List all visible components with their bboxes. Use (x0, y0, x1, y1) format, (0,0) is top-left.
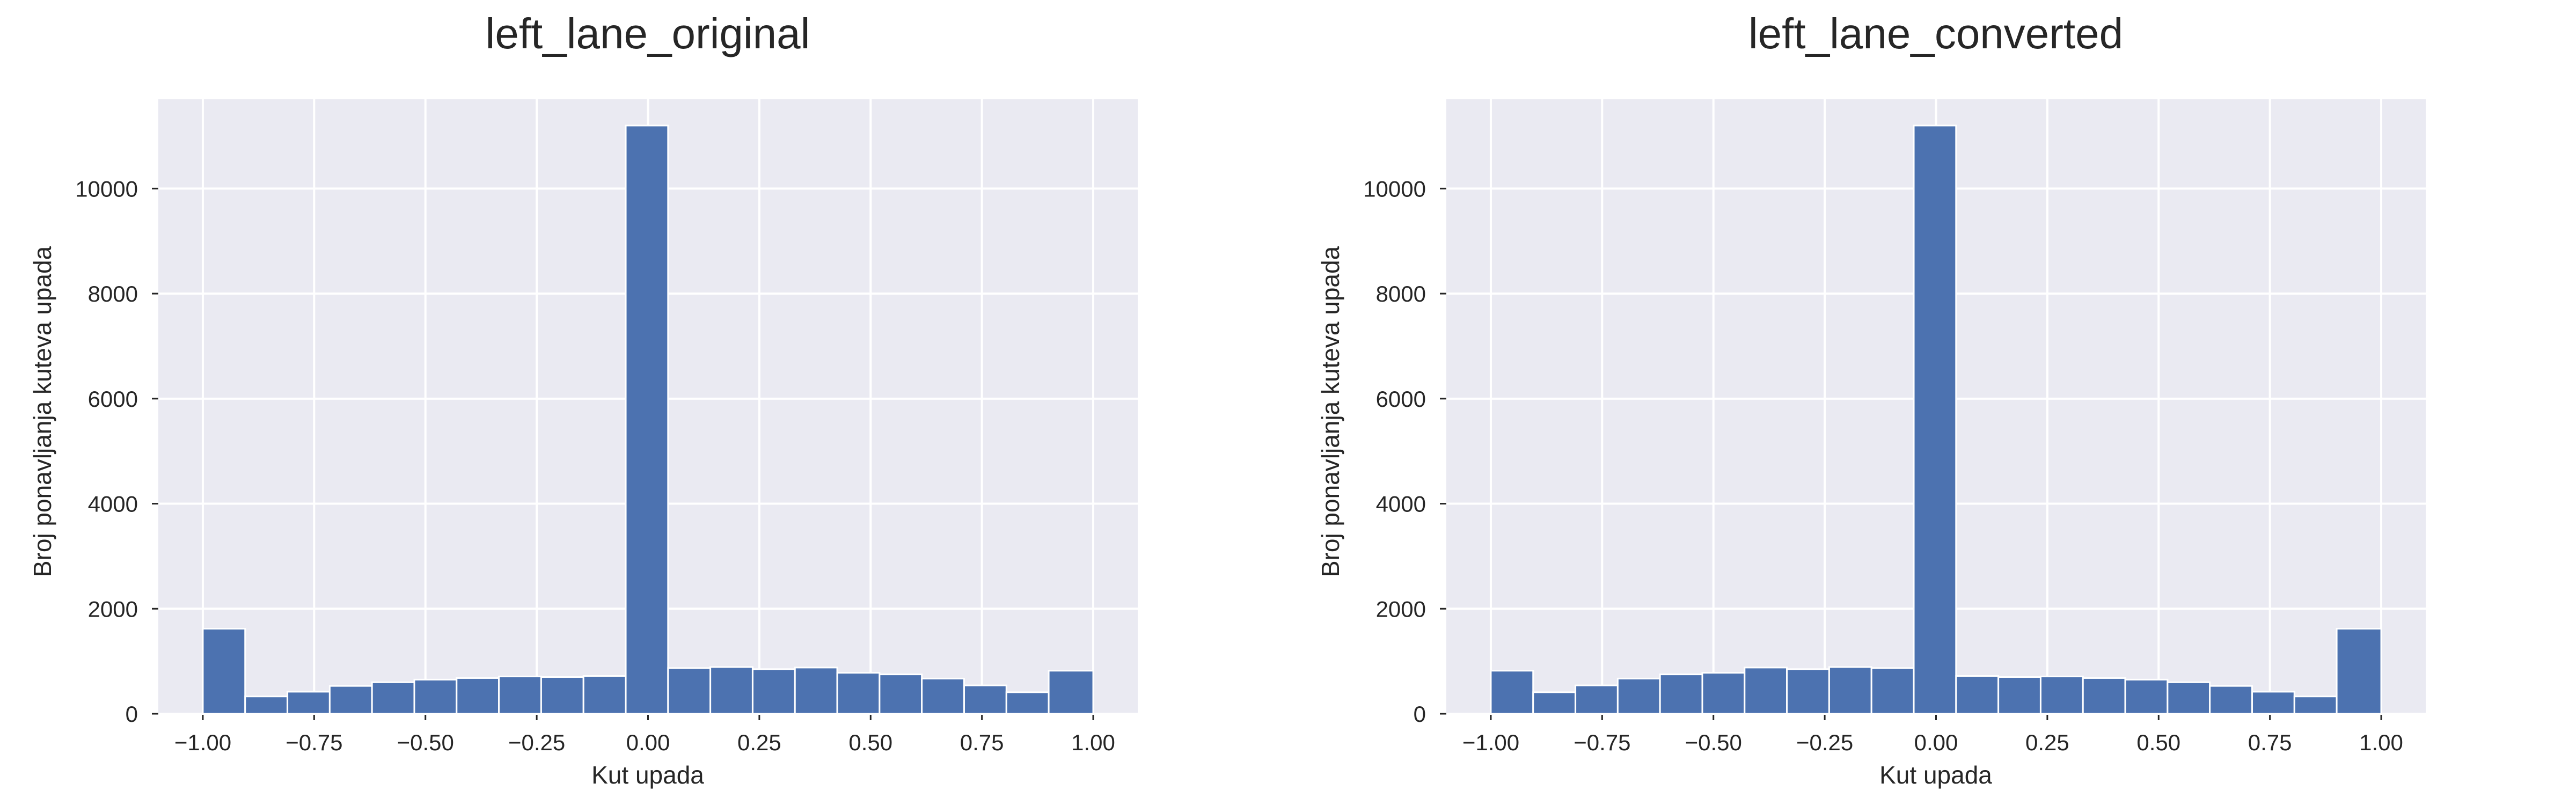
y-tick-label: 4000 (88, 492, 138, 517)
x-tick-label: 0.50 (848, 730, 892, 755)
chart-title: left_lane_original (486, 10, 810, 57)
histogram-bar (921, 677, 965, 715)
histogram-bar (1048, 670, 1094, 715)
x-tick-label: 0.00 (626, 730, 670, 755)
x-axis-label: Kut upada (591, 761, 704, 789)
histogram-bar (1744, 667, 1788, 715)
histogram-bar (794, 667, 838, 715)
chart-converted: left_lane_converted Kut upada Broj ponav… (1316, 10, 2426, 789)
y-tick-label: 6000 (88, 386, 138, 412)
x-tick-label: −0.75 (1574, 730, 1630, 755)
histogram-bar (1828, 666, 1872, 715)
x-tick-label: 0.75 (2248, 730, 2292, 755)
histogram-bar (1532, 691, 1577, 715)
y-tick-label: 2000 (88, 596, 138, 621)
x-tick-label: 0.25 (737, 730, 781, 755)
histogram-bar (836, 672, 881, 715)
histogram-bar (2251, 691, 2295, 715)
x-tick-label: 0.75 (960, 730, 1004, 755)
histogram-bar (2167, 681, 2211, 715)
plot-area (152, 99, 1138, 720)
histogram-bar (1913, 125, 1957, 715)
y-tick-label: 0 (126, 701, 138, 727)
x-tick-label: −1.00 (174, 730, 231, 755)
histogram-bar (1955, 675, 2000, 715)
histogram-bar (2124, 678, 2169, 715)
histogram-bar (456, 677, 500, 715)
y-tick-label: 10000 (1363, 176, 1426, 201)
histogram-bar (667, 667, 712, 715)
histogram-bar (709, 666, 753, 715)
histogram-bar (413, 678, 458, 715)
histogram-bar (2082, 677, 2126, 715)
histogram-bar (2209, 685, 2253, 715)
histogram-bar (1997, 676, 2041, 715)
x-axis-label: Kut upada (1879, 761, 1992, 789)
histogram-bar (2039, 676, 2084, 715)
y-tick-label: 6000 (1376, 386, 1426, 412)
y-tick-label: 4000 (1376, 492, 1426, 517)
histogram-bar (1870, 667, 1915, 715)
x-tick-label: 0.00 (1914, 730, 1958, 755)
x-tick-label: −0.50 (1685, 730, 1742, 755)
histogram-bar (1575, 684, 1619, 715)
x-tick-label: −0.50 (397, 730, 454, 755)
histogram-bar (1490, 670, 1534, 715)
y-tick-label: 2000 (1376, 596, 1426, 621)
x-tick-label: −0.75 (286, 730, 342, 755)
histogram-bar (328, 685, 373, 715)
histogram-bar (1659, 674, 1703, 715)
x-tick-label: 0.25 (2025, 730, 2069, 755)
x-tick-label: 1.00 (2359, 730, 2403, 755)
x-tick-label: −1.00 (1462, 730, 1519, 755)
histogram-bar (1616, 677, 1661, 715)
y-tick-label: 8000 (1376, 281, 1426, 306)
chart-title: left_lane_converted (1748, 10, 2123, 57)
histogram-bar (287, 691, 331, 715)
histogram-bar (244, 696, 289, 715)
histogram-bar (202, 627, 246, 715)
y-tick-label: 0 (1414, 701, 1426, 727)
histogram-bar (751, 668, 796, 715)
histogram-bar (582, 675, 627, 715)
y-tick-label: 8000 (88, 281, 138, 306)
histogram-bar (963, 684, 1007, 715)
x-tick-label: −0.25 (1796, 730, 1853, 755)
chart-original: left_lane_original Kut upada Broj ponavl… (28, 10, 1138, 789)
y-axis-label: Broj ponavljanja kuteva upada (28, 246, 56, 577)
histogram-bar (879, 674, 923, 715)
histogram-bar (625, 125, 669, 715)
histogram-bar (2293, 696, 2338, 715)
x-tick-label: −0.25 (508, 730, 565, 755)
y-tick-label: 10000 (75, 176, 138, 201)
chart-panel-original: left_lane_original Kut upada Broj ponavl… (28, 10, 1138, 789)
plot-area (1440, 99, 2426, 720)
histogram-bar (2336, 627, 2382, 715)
x-tick-label: 0.50 (2136, 730, 2180, 755)
histogram-bar (540, 676, 584, 715)
chart-panel-converted: left_lane_converted Kut upada Broj ponav… (1288, 0, 2576, 805)
y-axis-label: Broj ponavljanja kuteva upada (1316, 246, 1344, 577)
histogram-bar (1701, 672, 1746, 715)
histogram-bar (1005, 691, 1050, 715)
x-tick-label: 1.00 (1071, 730, 1115, 755)
histogram-bar (371, 681, 415, 715)
histogram-bar (498, 676, 542, 715)
histogram-bar (1786, 668, 1830, 715)
